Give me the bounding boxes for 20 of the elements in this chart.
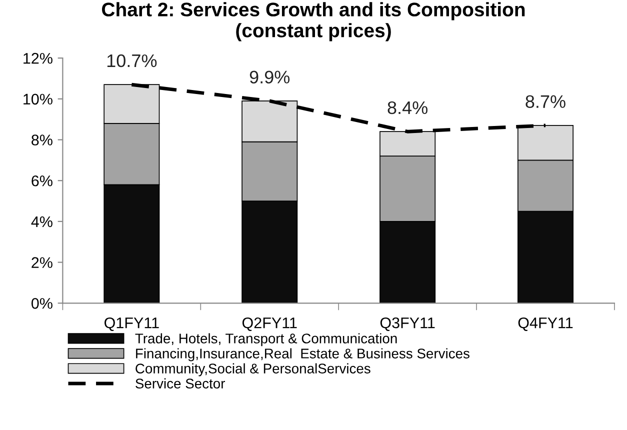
y-tick-label: 12% [24,52,52,64]
legend-label: Financing,Insurance,Real Estate & Business Services [136,348,470,362]
y-tick-label: 0% [31,298,52,309]
chart-title: Chart 2: Services Growth and its Composition (constant prices) [102,2,525,42]
legend-label: Service Sector [136,378,226,389]
x-tick-label: Q3FY11 [380,317,435,331]
data-label: 10.7% [107,54,157,68]
y-tick-label: 10% [24,94,52,105]
legend-label: Community,Social & PersonalServices [136,363,370,376]
y-tick-label: 6% [32,175,52,186]
x-tick-label: Q4FY11 [518,317,573,331]
data-label: 8.7% [526,95,566,108]
x-tick-label: Q2FY11 [242,317,297,331]
legend-label: Trade, Hotels, Transport & Communication [135,333,397,346]
y-tick-label: 4% [31,216,52,228]
data-label: 8.4% [388,101,428,114]
x-tick-label: Q1FY11 [104,317,159,331]
y-tick-label: 8% [32,134,52,146]
y-tick-label: 2% [32,257,52,268]
data-label: 9.9% [250,70,290,84]
